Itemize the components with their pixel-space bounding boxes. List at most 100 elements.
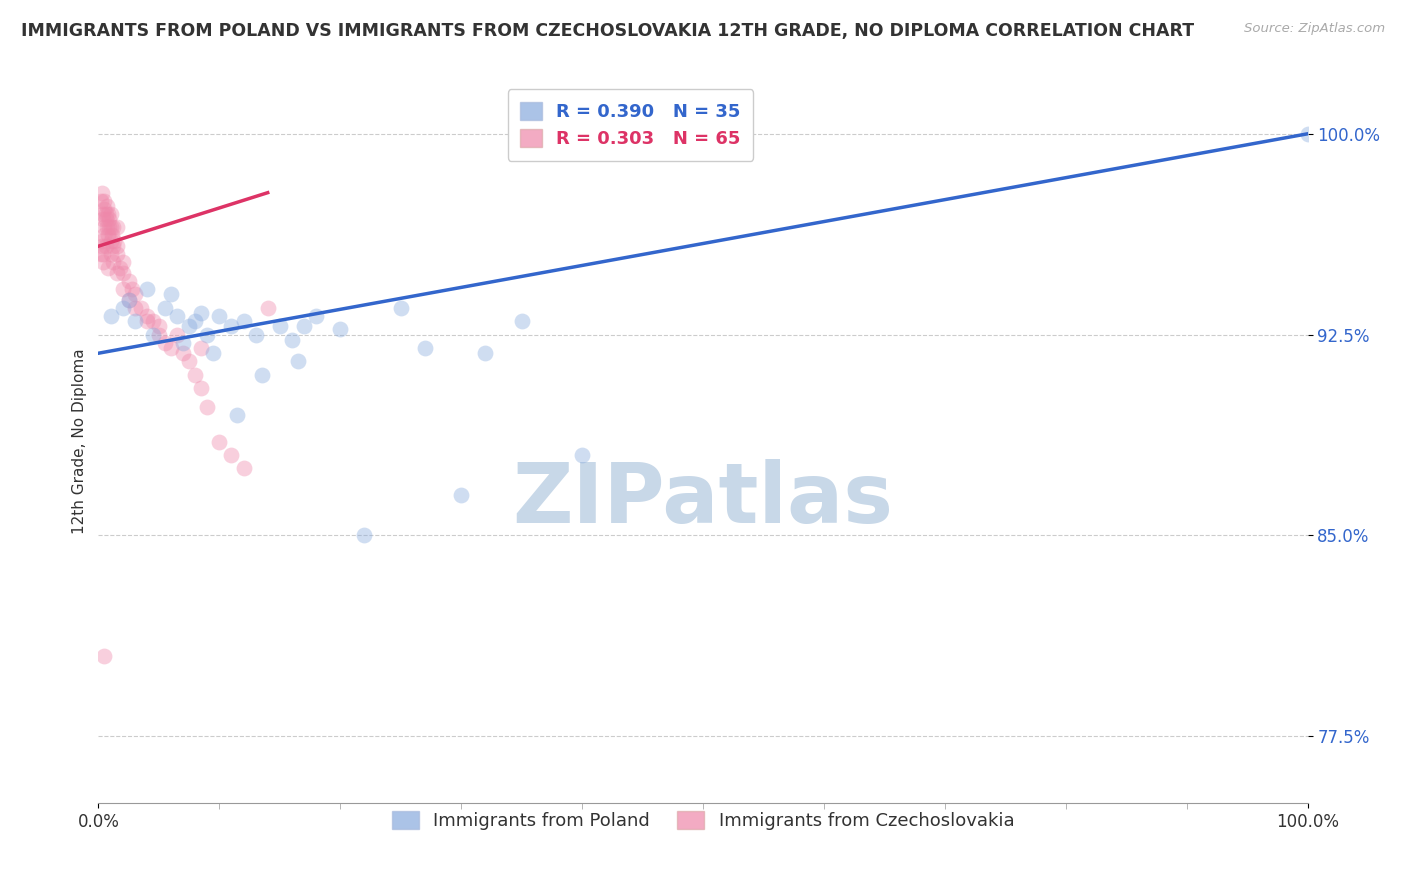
Point [118,293,141,307]
Point [250,368,273,382]
Point [91,247,114,261]
Point [118,274,141,288]
Point [292,319,315,334]
Point [287,354,309,368]
Y-axis label: 12th Grade, No Diploma: 12th Grade, No Diploma [72,349,87,534]
Point [100,220,122,235]
Point [160,287,183,301]
Point [172,346,194,360]
Point [111,282,134,296]
Point [101,239,124,253]
Point [153,301,176,315]
Point [96,199,118,213]
Point [100,309,122,323]
Point [142,327,165,342]
Point [94,239,117,253]
Point [571,448,593,462]
Point [97,260,120,275]
Point [190,341,212,355]
Point [232,314,254,328]
Point [184,314,207,328]
Point [96,220,118,235]
Point [98,220,121,235]
Point [91,186,114,200]
Point [118,293,141,307]
Point [101,255,124,269]
Point [179,319,201,334]
Point [101,220,124,235]
Point [124,314,146,328]
Point [91,207,114,221]
Point [153,335,176,350]
Point [353,528,375,542]
Point [111,255,134,269]
Point [190,381,212,395]
Point [111,301,134,315]
Point [202,346,225,360]
Point [474,346,496,360]
Text: IMMIGRANTS FROM POLAND VS IMMIGRANTS FROM CZECHOSLOVAKIA 12TH GRADE, NO DIPLOMA : IMMIGRANTS FROM POLAND VS IMMIGRANTS FRO… [21,22,1194,40]
Point [389,301,412,315]
Point [269,319,291,334]
Point [111,266,134,280]
Point [195,400,218,414]
Point [97,228,120,243]
Text: Source: ZipAtlas.com: Source: ZipAtlas.com [1244,22,1385,36]
Point [93,220,115,235]
Point [450,488,472,502]
Point [172,335,194,350]
Point [100,207,122,221]
Point [245,327,267,342]
Point [329,322,352,336]
Point [221,319,243,334]
Point [108,260,131,275]
Point [208,309,231,323]
Point [256,301,278,315]
Point [135,314,157,328]
Point [305,309,328,323]
Point [91,234,114,248]
Point [91,239,114,253]
Point [105,247,128,261]
Point [90,194,112,208]
Point [100,228,122,243]
Point [94,207,117,221]
Point [100,234,122,248]
Point [105,220,128,235]
Point [93,648,115,663]
Point [121,282,143,296]
Point [510,314,533,328]
Point [97,207,120,221]
Point [148,327,170,342]
Point [190,306,212,320]
Point [179,354,201,368]
Point [166,309,188,323]
Point [94,212,117,227]
Point [148,319,170,334]
Point [135,309,157,323]
Point [98,212,121,227]
Point [91,212,114,227]
Text: ZIPatlas: ZIPatlas [513,458,893,540]
Legend: Immigrants from Poland, Immigrants from Czechoslovakia: Immigrants from Poland, Immigrants from … [384,804,1022,837]
Point [100,247,122,261]
Point [166,327,188,342]
Point [195,327,218,342]
Point [232,461,254,475]
Point [105,266,128,280]
Point [124,287,146,301]
Point [103,234,125,248]
Point [142,314,165,328]
Point [208,434,231,449]
Point [124,301,146,315]
Point [90,247,112,261]
Point [413,341,436,355]
Point [105,239,128,253]
Point [1296,127,1319,141]
Point [93,194,115,208]
Point [160,341,183,355]
Point [93,228,115,243]
Point [221,448,243,462]
Point [129,301,152,315]
Point [184,368,207,382]
